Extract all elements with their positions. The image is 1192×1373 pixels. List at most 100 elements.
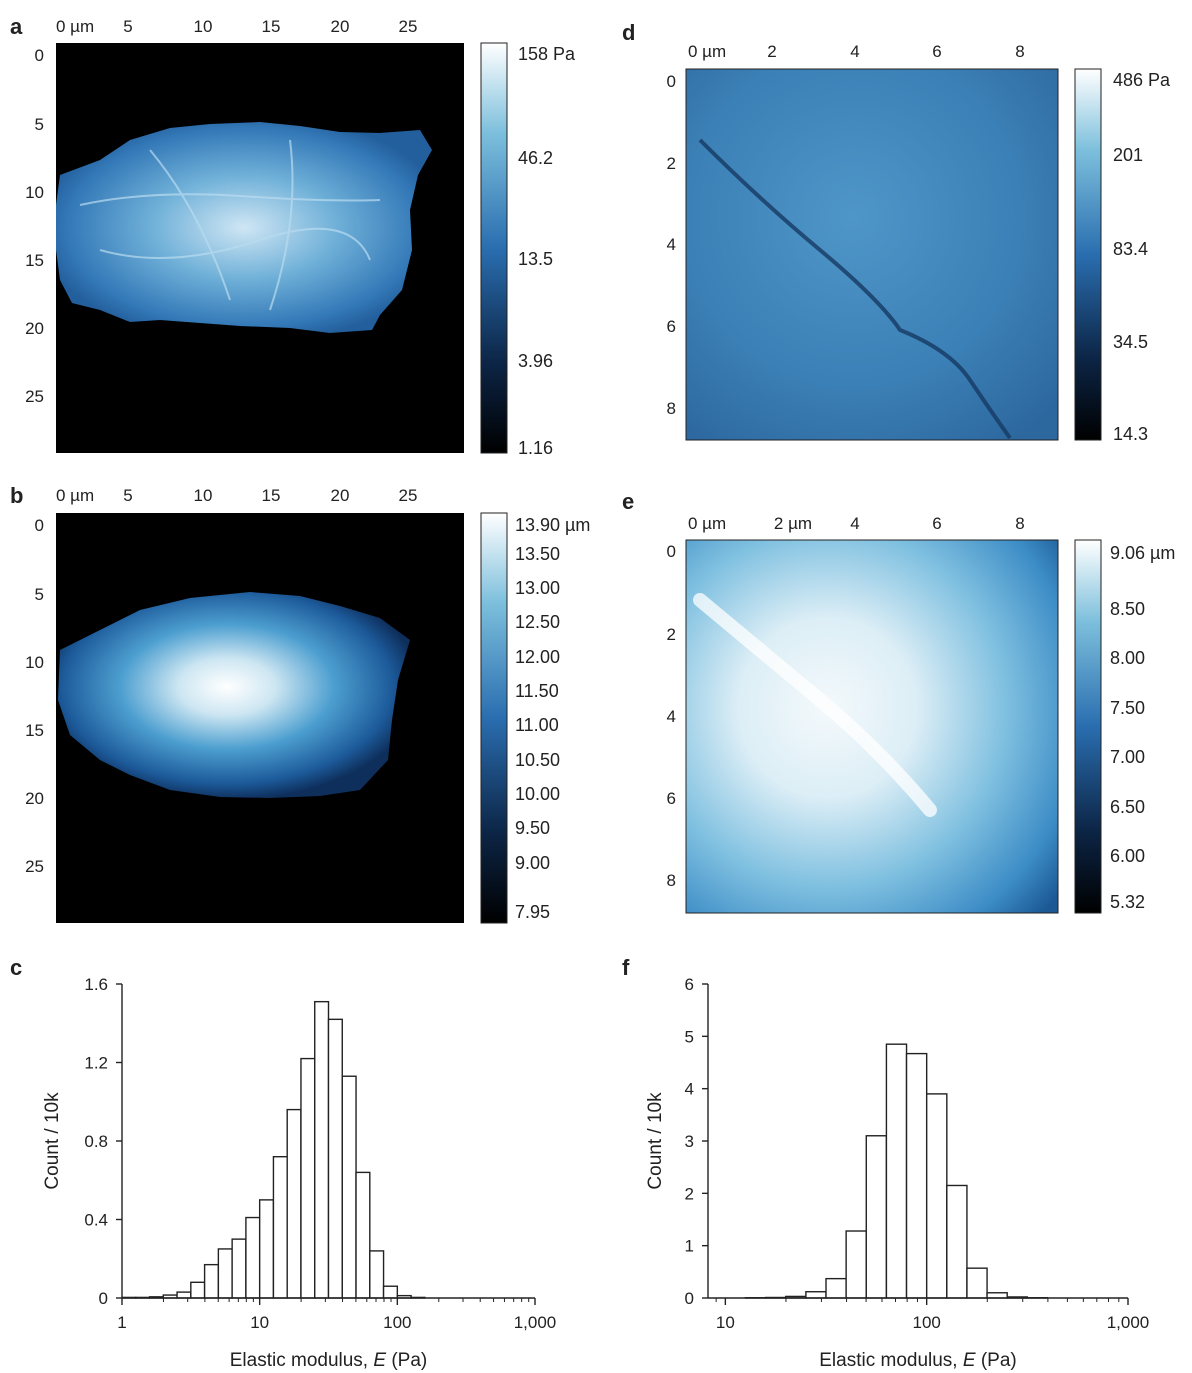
- hist-bar-c-19: [382, 1285, 399, 1299]
- x-tick-d: 2: [767, 42, 776, 61]
- y-tick-label-c: 0.8: [84, 1132, 108, 1151]
- y-ticks-a: 0 5 10 15 20 25: [25, 46, 44, 406]
- hist-bar-c-8: [231, 1238, 247, 1299]
- x-tick-b: 5: [123, 486, 132, 505]
- hist-bar-c-9: [245, 1216, 261, 1299]
- y-tick-label-f: 5: [685, 1027, 694, 1046]
- hist-bar-f-7: [885, 1043, 908, 1299]
- y-tick-label-c: 0: [99, 1289, 108, 1308]
- y-tick-b: 10: [25, 653, 44, 672]
- heatmap-e-frame: [685, 539, 1059, 914]
- heatmap-d-fiber: [698, 138, 1012, 440]
- x-axis-title-suffix: (Pa): [386, 1350, 427, 1371]
- colorbar-b: [480, 512, 508, 924]
- y-tick-e: 4: [667, 707, 676, 726]
- x-axis-title-f: Elastic modulus, E (Pa): [819, 1350, 1017, 1371]
- x-tick-label-c: 1,000: [514, 1313, 557, 1332]
- x-axis-title-c: Elastic modulus, E (Pa): [230, 1350, 428, 1371]
- colorbar-tick-a: 13.5: [518, 249, 553, 269]
- x-ticks-a: 0 µm 5 10 15 20 25: [56, 17, 417, 36]
- panel-d: d 0 µm 2 4 6 8 0 2 4 6 8 486 Pa 201 83.4…: [622, 20, 1171, 444]
- panel-label-d: d: [622, 20, 635, 45]
- colorbar-tick-d: 486 Pa: [1113, 70, 1171, 90]
- y-tick-d: 0: [667, 72, 676, 91]
- colorbar-tick-b: 9.00: [515, 853, 550, 873]
- x-tick-b: 10: [194, 486, 213, 505]
- colorbar-ticks-e: 9.06 µm 8.50 8.00 7.50 7.00 6.50 6.00 5.…: [1110, 543, 1175, 912]
- panel-e: e 0 µm 2 µm 4 6 8 0 2 4 6 8 9.06 µm 8.50…: [622, 489, 1175, 914]
- y-tick-a: 20: [25, 319, 44, 338]
- x-tick-a: 15: [262, 17, 281, 36]
- x-tick-a: 10: [194, 17, 213, 36]
- colorbar-tick-d: 83.4: [1113, 239, 1148, 259]
- colorbar-tick-b: 13.90 µm: [515, 515, 590, 535]
- x-tick-label-c: 10: [250, 1313, 269, 1332]
- y-tick-b: 15: [25, 721, 44, 740]
- x-tick-e: 6: [932, 514, 941, 533]
- y-tick-a: 0: [35, 46, 44, 65]
- y-tick-label-c: 0.4: [84, 1211, 108, 1230]
- colorbar-tick-b: 9.50: [515, 818, 550, 838]
- x-tick-b: 0 µm: [56, 486, 94, 505]
- colorbar-tick-b: 13.00: [515, 578, 560, 598]
- hist-bar-c-12: [286, 1108, 302, 1299]
- heatmap-a-cell: [56, 122, 432, 333]
- heatmap-d-frame: [685, 68, 1059, 441]
- colorbar-tick-a: 158 Pa: [518, 44, 576, 64]
- y-tick-b: 20: [25, 789, 44, 808]
- heatmap-b-cell: [58, 592, 410, 798]
- y-tick-label-c: 1.6: [84, 975, 108, 994]
- hist-bar-c-13: [300, 1057, 316, 1299]
- x-axis-title-suffix: (Pa): [976, 1350, 1017, 1371]
- y-axis-title-c: Count / 10k: [42, 1092, 63, 1190]
- colorbar-tick-b: 10.50: [515, 750, 560, 770]
- x-ticks-e: 0 µm 2 µm 4 6 8: [688, 514, 1025, 533]
- y-tick-e: 2: [667, 625, 676, 644]
- colorbar-tick-e: 7.00: [1110, 747, 1145, 767]
- colorbar-tick-d: 14.3: [1113, 424, 1148, 444]
- colorbar-tick-e: 6.50: [1110, 797, 1145, 817]
- hist-bar-c-15: [327, 1018, 343, 1299]
- y-tick-a: 5: [35, 115, 44, 134]
- y-tick-e: 0: [667, 542, 676, 561]
- hist-bar-f-5: [845, 1230, 867, 1299]
- hist-bar-f-6: [865, 1135, 888, 1299]
- hist-bar-c-17: [355, 1171, 371, 1299]
- colorbar-tick-e: 6.00: [1110, 846, 1145, 866]
- x-axis-title-var: E: [963, 1350, 976, 1371]
- x-tick-d: 0 µm: [688, 42, 726, 61]
- colorbar-tick-a: 46.2: [518, 148, 553, 168]
- y-ticks-e: 0 2 4 6 8: [667, 542, 676, 890]
- y-tick-label-c: 1.2: [84, 1054, 108, 1073]
- hist-bar-f-4: [825, 1277, 847, 1299]
- hist-bar-f-10: [946, 1184, 968, 1299]
- panel-label-e: e: [622, 489, 634, 514]
- hist-bar-f-11: [966, 1267, 988, 1299]
- x-tick-a: 5: [123, 17, 132, 36]
- colorbar-tick-b: 10.00: [515, 784, 560, 804]
- y-tick-d: 2: [667, 154, 676, 173]
- colorbar-tick-e: 5.32: [1110, 892, 1145, 912]
- x-tick-a: 25: [399, 17, 418, 36]
- y-tick-b: 25: [25, 857, 44, 876]
- y-tick-b: 0: [35, 516, 44, 535]
- colorbar-tick-b: 12.50: [515, 612, 560, 632]
- colorbar-tick-e: 7.50: [1110, 698, 1145, 718]
- x-tick-b: 20: [331, 486, 350, 505]
- y-tick-d: 6: [667, 317, 676, 336]
- x-tick-label-f: 1,000: [1107, 1313, 1150, 1332]
- hist-bar-c-6: [203, 1263, 220, 1299]
- x-tick-label-c: 1: [117, 1313, 126, 1332]
- hist-bar-c-11: [272, 1155, 288, 1299]
- x-axis-title-prefix: Elastic modulus,: [819, 1350, 963, 1371]
- heatmap-a-ridges: [79, 139, 381, 311]
- hist-bar-f-9: [925, 1093, 948, 1299]
- hist-bar-c-4: [176, 1291, 192, 1299]
- x-tick-d: 6: [932, 42, 941, 61]
- x-tick-a: 0 µm: [56, 17, 94, 36]
- x-tick-d: 8: [1015, 42, 1024, 61]
- x-tick-b: 25: [399, 486, 418, 505]
- hist-bar-c-7: [217, 1248, 233, 1299]
- colorbar-tick-b: 13.50: [515, 544, 560, 564]
- colorbar-tick-e: 8.00: [1110, 648, 1145, 668]
